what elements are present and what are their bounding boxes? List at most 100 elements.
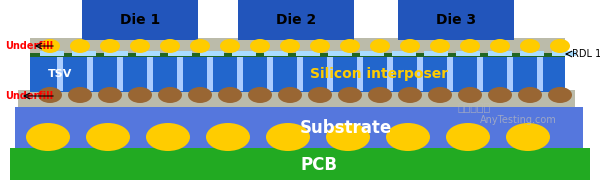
Bar [392,51,416,56]
Bar [30,54,565,92]
Bar [18,90,575,107]
Ellipse shape [26,123,70,151]
Bar [232,51,256,56]
Ellipse shape [100,39,120,53]
Ellipse shape [98,87,122,103]
Bar [398,0,514,40]
Ellipse shape [38,87,62,103]
Ellipse shape [128,87,152,103]
Bar [237,57,243,91]
Ellipse shape [158,87,182,103]
Ellipse shape [40,39,60,53]
Bar [520,51,544,56]
Ellipse shape [506,123,550,151]
Ellipse shape [130,39,150,53]
Bar [82,0,198,40]
Text: Die 2: Die 2 [276,13,316,27]
Bar [552,51,576,56]
Text: TSV: TSV [48,69,73,79]
Text: RDL 1: RDL 1 [572,49,600,59]
Ellipse shape [370,39,390,53]
Ellipse shape [220,39,240,53]
Text: Die 3: Die 3 [436,13,476,27]
Ellipse shape [458,87,482,103]
Ellipse shape [190,39,210,53]
Ellipse shape [160,39,180,53]
Bar [477,57,483,91]
Ellipse shape [428,87,452,103]
Text: 嘉峨检测网: 嘉峨检测网 [458,103,491,113]
Ellipse shape [218,87,242,103]
Bar [537,57,543,91]
Bar [168,51,192,56]
Bar [327,57,333,91]
Ellipse shape [278,87,302,103]
Text: Silicon interposer: Silicon interposer [310,67,448,81]
Bar [30,38,565,53]
Bar [57,57,63,91]
Text: Substrate: Substrate [300,119,392,137]
Ellipse shape [398,87,422,103]
Ellipse shape [488,87,512,103]
Ellipse shape [248,87,272,103]
Ellipse shape [430,39,450,53]
Bar [264,51,288,56]
Ellipse shape [386,123,430,151]
Ellipse shape [250,39,270,53]
Ellipse shape [188,87,212,103]
Ellipse shape [518,87,542,103]
Bar [10,148,590,180]
Ellipse shape [310,39,330,53]
Bar [360,51,384,56]
Bar [507,57,513,91]
Ellipse shape [400,39,420,53]
Bar [447,57,453,91]
Bar [488,51,512,56]
Bar [417,57,423,91]
Bar [207,57,213,91]
Text: Underfill: Underfill [5,91,53,101]
Ellipse shape [326,123,370,151]
Text: Die 1: Die 1 [120,13,160,27]
Ellipse shape [340,39,360,53]
Ellipse shape [68,87,92,103]
Bar [387,57,393,91]
Ellipse shape [206,123,250,151]
Ellipse shape [548,87,572,103]
Ellipse shape [368,87,392,103]
Bar [456,51,480,56]
Bar [357,57,363,91]
Ellipse shape [308,87,332,103]
Bar [30,50,565,57]
Ellipse shape [86,123,130,151]
Bar [15,107,583,148]
Text: PCB: PCB [300,156,337,174]
Bar [267,57,273,91]
Bar [424,51,448,56]
Bar [136,51,160,56]
Ellipse shape [460,39,480,53]
Ellipse shape [550,39,570,53]
Bar [177,57,183,91]
Ellipse shape [266,123,310,151]
Text: AnyTesting.com: AnyTesting.com [480,115,557,125]
Bar [104,51,128,56]
Ellipse shape [70,39,90,53]
Bar [40,51,64,56]
Ellipse shape [520,39,540,53]
Ellipse shape [280,39,300,53]
Ellipse shape [146,123,190,151]
Bar [147,57,153,91]
Bar [117,57,123,91]
Ellipse shape [490,39,510,53]
Ellipse shape [338,87,362,103]
Bar [238,0,354,40]
Text: Underfill: Underfill [5,41,53,51]
Bar [328,51,352,56]
Ellipse shape [446,123,490,151]
Bar [87,57,93,91]
Bar [296,51,320,56]
Bar [72,51,96,56]
Bar [297,57,303,91]
Bar [200,51,224,56]
